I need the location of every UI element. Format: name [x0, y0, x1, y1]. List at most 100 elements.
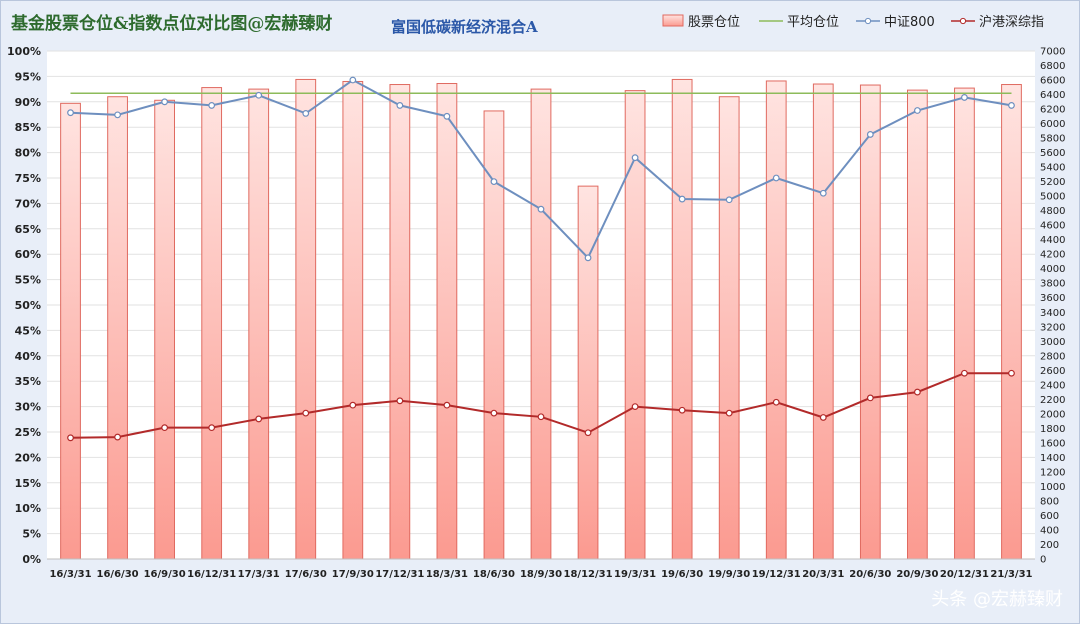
- x-tick-label: 17/9/30: [332, 569, 374, 580]
- y-left-tick-label: 75%: [15, 172, 41, 185]
- y-right-tick-label: 4400: [1040, 235, 1065, 246]
- data-point: [443, 112, 451, 120]
- data-point: [772, 174, 780, 182]
- bar: [954, 87, 975, 560]
- legend-item-hk-sh-sz-index: 沪港深综指: [951, 14, 1044, 30]
- data-point: [725, 196, 733, 204]
- data-point: [349, 76, 357, 84]
- bar: [436, 83, 458, 560]
- x-tick-label: 19/6/30: [661, 569, 703, 580]
- bar: [765, 80, 787, 560]
- y-right-tick-label: 2200: [1040, 395, 1065, 406]
- x-tick-label: 16/12/31: [187, 569, 236, 580]
- data-point: [349, 401, 357, 409]
- y-right-tick-label: 200: [1040, 540, 1059, 551]
- data-point: [678, 195, 686, 203]
- y-right-tick-label: 6200: [1040, 105, 1065, 116]
- bar: [107, 96, 128, 560]
- x-tick-label: 20/9/30: [896, 569, 938, 580]
- data-point: [490, 178, 498, 186]
- data-point: [584, 429, 592, 437]
- y-left-tick-label: 40%: [15, 350, 41, 363]
- bar: [859, 84, 881, 560]
- bar: [483, 110, 505, 560]
- watermark: 头条 @宏赫臻财: [931, 589, 1063, 610]
- bar: [671, 78, 693, 560]
- data-point: [961, 369, 968, 377]
- y-left-tick-label: 65%: [15, 223, 41, 236]
- data-point: [678, 406, 686, 414]
- legend-label: 中证800: [884, 15, 935, 30]
- bar: [907, 89, 928, 560]
- x-tick-label: 16/3/31: [49, 569, 91, 580]
- bar: [342, 80, 364, 560]
- legend: 股票仓位 平均仓位 中证800 沪港深综指: [662, 14, 1044, 30]
- bar: [154, 99, 175, 560]
- y-left-tick-label: 10%: [15, 502, 41, 515]
- data-point: [819, 414, 827, 421]
- data-point: [208, 102, 216, 109]
- legend-swatch-bar: [662, 14, 684, 27]
- bar: [389, 84, 411, 560]
- data-point: [913, 388, 921, 396]
- bar: [812, 83, 834, 560]
- y-left-tick-label: 45%: [15, 324, 41, 337]
- y-left-tick-label: 85%: [15, 121, 41, 134]
- x-tick-label: 17/12/31: [375, 569, 424, 580]
- line-series: [67, 76, 1015, 442]
- legend-label: 沪港深综指: [979, 14, 1044, 30]
- chart-subtitle: 富国低碳新经济混合A: [391, 18, 538, 36]
- axes: 0% 5% 10% 15% 20% 25% 30% 35% 40% 45% 50% 55% 60% 65%…: [7, 45, 1065, 580]
- y-right-tick-label: 3600: [1040, 293, 1065, 304]
- y-right-tick-label: 4800: [1040, 206, 1065, 217]
- y-left-tick-label: 60%: [15, 248, 41, 261]
- legend-swatch-marker: [959, 17, 967, 25]
- bar: [248, 88, 270, 560]
- data-point: [961, 94, 968, 101]
- y-right-tick-label: 4000: [1040, 264, 1065, 275]
- y-right-tick-label: 3400: [1040, 308, 1065, 319]
- y-left-tick-label: 15%: [15, 477, 41, 490]
- y-left-tick-label: 70%: [15, 197, 41, 210]
- bar: [718, 96, 740, 560]
- y-right-tick-label: 4600: [1040, 221, 1065, 232]
- x-tick-label: 17/6/30: [285, 569, 327, 580]
- x-tick-label: 19/9/30: [708, 569, 750, 580]
- x-tick-label: 20/3/31: [802, 569, 844, 580]
- bar: [530, 88, 552, 560]
- data-point: [208, 424, 216, 432]
- x-tick-label: 16/9/30: [144, 569, 186, 580]
- bar: [60, 102, 81, 560]
- y-right-tick-label: 5200: [1040, 177, 1065, 188]
- y-right-tick-label: 1000: [1040, 482, 1065, 493]
- legend-swatch-marker: [864, 17, 872, 25]
- data-point: [161, 424, 169, 432]
- y-right-tick-label: 1400: [1040, 453, 1065, 464]
- y-right-tick-label: 0: [1040, 555, 1046, 566]
- data-point: [913, 107, 921, 114]
- y-left-tick-label: 30%: [15, 401, 41, 414]
- data-point: [1008, 369, 1015, 377]
- y-left-tick-label: 50%: [15, 299, 41, 312]
- x-tick-label: 18/6/30: [473, 569, 515, 580]
- legend-label: 平均仓位: [787, 15, 839, 30]
- y-right-tick-label: 5800: [1040, 134, 1065, 145]
- x-tick-label: 18/12/31: [564, 569, 613, 580]
- x-tick-label: 18/3/31: [426, 569, 468, 580]
- y-left-tick-label: 20%: [15, 451, 41, 464]
- y-right-tick-label: 2600: [1040, 366, 1065, 377]
- y-right-tick-label: 2800: [1040, 351, 1065, 362]
- y-right-tick-label: 1800: [1040, 424, 1065, 435]
- x-tick-label: 16/6/30: [97, 569, 139, 580]
- data-point: [396, 102, 404, 109]
- data-point: [443, 401, 451, 409]
- data-point: [866, 131, 874, 138]
- x-tick-label: 21/3/31: [990, 569, 1032, 580]
- x-tick-label: 20/12/31: [940, 569, 989, 580]
- y-left-tick-label: 80%: [15, 147, 41, 160]
- x-tick-label: 17/3/31: [238, 569, 280, 580]
- data-point: [302, 409, 310, 417]
- x-tick-label: 18/9/30: [520, 569, 562, 580]
- y-right-tick-label: 1200: [1040, 467, 1065, 478]
- y-right-tick-label: 600: [1040, 511, 1059, 522]
